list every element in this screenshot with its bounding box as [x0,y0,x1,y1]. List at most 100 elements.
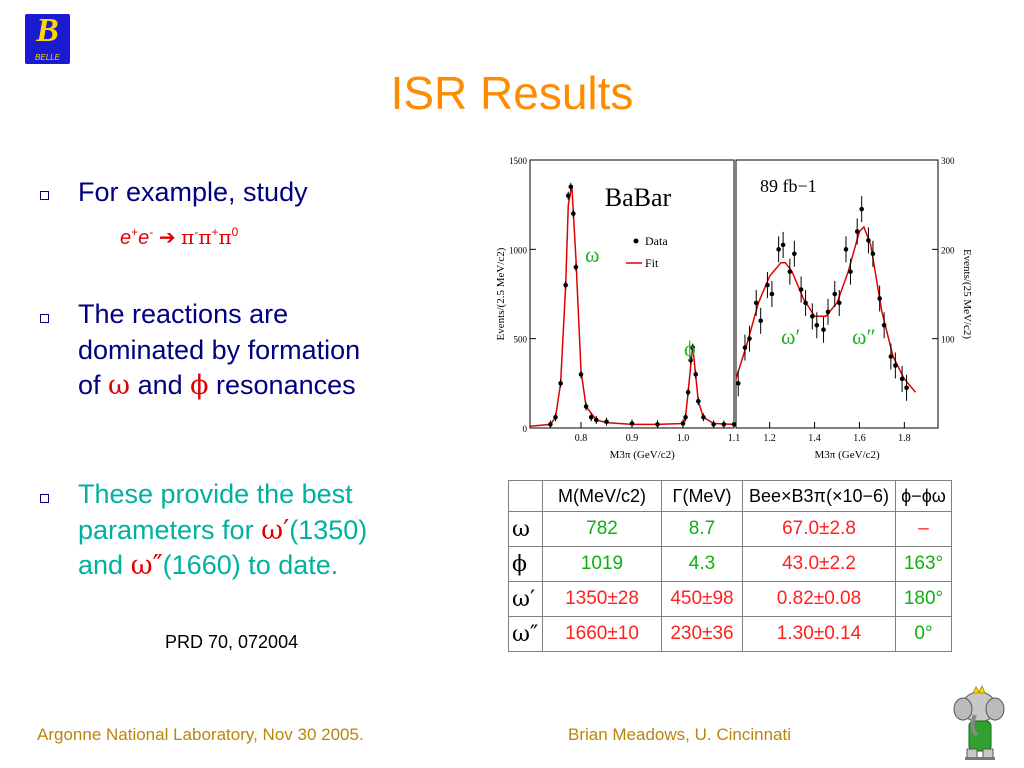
table-cell: ϕ [508,546,543,582]
data-point [825,309,831,315]
chart-title: BaBar [605,183,672,212]
table-cell: 163° [895,546,952,582]
pion-symbol: π [181,225,195,249]
bullet-3-line: These provide the best [78,479,353,509]
data-point [711,422,716,427]
table-row: ω 782 8.7 67.0±2.8 – [508,511,952,547]
table-row: ϕ 1019 4.3 43.0±2.2 163° [508,546,952,582]
pion-charge: 0 [231,225,239,239]
y-tick-label: 100 [941,335,955,345]
bullet-2-text: The reactions are dominated by formation… [78,297,360,404]
data-point [588,414,594,420]
data-point [866,238,871,243]
data-point [848,269,853,274]
data-point [780,242,786,248]
data-point [696,398,701,404]
reference-citation: PRD 70, 072004 [165,632,299,652]
table-cell: 180° [895,581,952,617]
data-point [693,372,699,377]
x-tick-label: 0.9 [626,433,639,444]
results-table: M(MeV/c2) Γ(MeV) Bee×B3π(×10−6) ϕ−ϕω ω 7… [508,480,952,652]
y-axis-label: Events/(25 MeV/c2) [961,249,973,339]
reaction-equation: e+e- ➔ π-π+π0 [120,225,238,250]
table-cell: 230±36 [661,616,743,652]
phi-symbol: ϕ [190,370,209,402]
babar-plots: 0.8 0.9 1.0 1.1 0 500 1000 1500 M3π (GeV/c2) Even… [495,156,973,461]
y-tick-label: 1000 [509,245,528,255]
plot-frame [735,159,939,429]
data-point [571,211,576,216]
slide-title: ISR Results [390,67,634,119]
text-fragment: and [130,370,191,401]
data-point [548,422,553,427]
bullet-2-line: of ω and ϕ resonances [78,368,360,404]
table-header-row: M(MeV/c2) Γ(MeV) Bee×B3π(×10−6) ϕ−ϕω [508,480,952,512]
elephant-mascot-icon [953,685,1005,760]
x-tick-label: 1.4 [808,433,821,444]
table-header [508,480,543,512]
data-point [721,422,727,427]
omega-prime-label: ω′ [781,324,800,349]
table-header: Γ(MeV) [661,480,743,512]
data-point [899,376,905,382]
data-point [888,354,894,359]
y-tick-label: 200 [941,245,955,255]
table-header: ϕ−ϕω [895,480,952,512]
text-fragment: and [78,550,131,581]
electron-symbol: e [120,227,132,249]
table-cell: 43.0±2.2 [742,546,896,582]
data-point [680,421,686,426]
bullet-2-line: dominated by formation [78,334,361,365]
logo-letter: B [36,12,59,49]
legend-fit-label: Fit [645,256,659,270]
pion-symbol: π [218,225,232,249]
table-cell: 4.3 [661,546,743,582]
text-fragment: (1350) [289,514,368,545]
data-point [859,206,864,212]
table-cell: – [895,511,952,547]
data-point [904,385,909,391]
data-point [769,291,775,297]
table-cell: 8.7 [661,511,743,547]
table-row: ω′ 1350±28 450±98 0.82±0.08 180° [508,581,952,617]
legend-data-marker [633,238,639,244]
fit-curve [529,184,735,427]
data-point [753,300,759,306]
data-point [685,389,691,395]
x-tick-label: 1.6 [853,433,866,444]
data-point [742,345,748,350]
data-point [758,318,763,324]
bullet-3-line: and ω″(1660) to date. [78,548,367,584]
logo-text: BELLE [35,53,60,62]
table-row: ω″ 1660±10 230±36 1.30±0.14 0° [508,616,952,652]
table-cell: 0° [895,616,952,652]
data-point [792,251,797,257]
fit-curve [735,225,917,393]
data-point [735,381,741,386]
footer-left: Argonne National Laboratory, Nov 30 2005… [37,725,364,744]
data-point [814,322,820,328]
data-point [731,422,737,427]
table-header: Bee×B3π(×10−6) [742,480,896,512]
x-axis-label: M3π (GeV/c2) [610,449,675,461]
table-cell: 782 [542,511,662,547]
table-cell: 1.30±0.14 [742,616,896,652]
bullet-marker [40,494,49,503]
electron-symbol: e [138,227,150,249]
omega-prime-symbol: ω′ [261,514,290,546]
data-point [832,291,838,297]
data-point [688,357,693,363]
data-point [573,264,579,270]
bullet-3-line: parameters for ω′(1350) [78,513,367,549]
data-point [893,363,898,368]
omega-double-prime-label: ω″ [852,324,876,349]
data-point [843,247,849,252]
data-point [553,414,558,420]
y-tick-label: 0 [523,424,528,434]
table-cell: 67.0±2.8 [742,511,896,547]
legend-data-label: Data [645,234,668,248]
x-tick-label: 0.8 [575,433,588,444]
data-point [798,287,804,292]
data-point [565,193,571,199]
table-header: M(MeV/c2) [542,480,662,512]
